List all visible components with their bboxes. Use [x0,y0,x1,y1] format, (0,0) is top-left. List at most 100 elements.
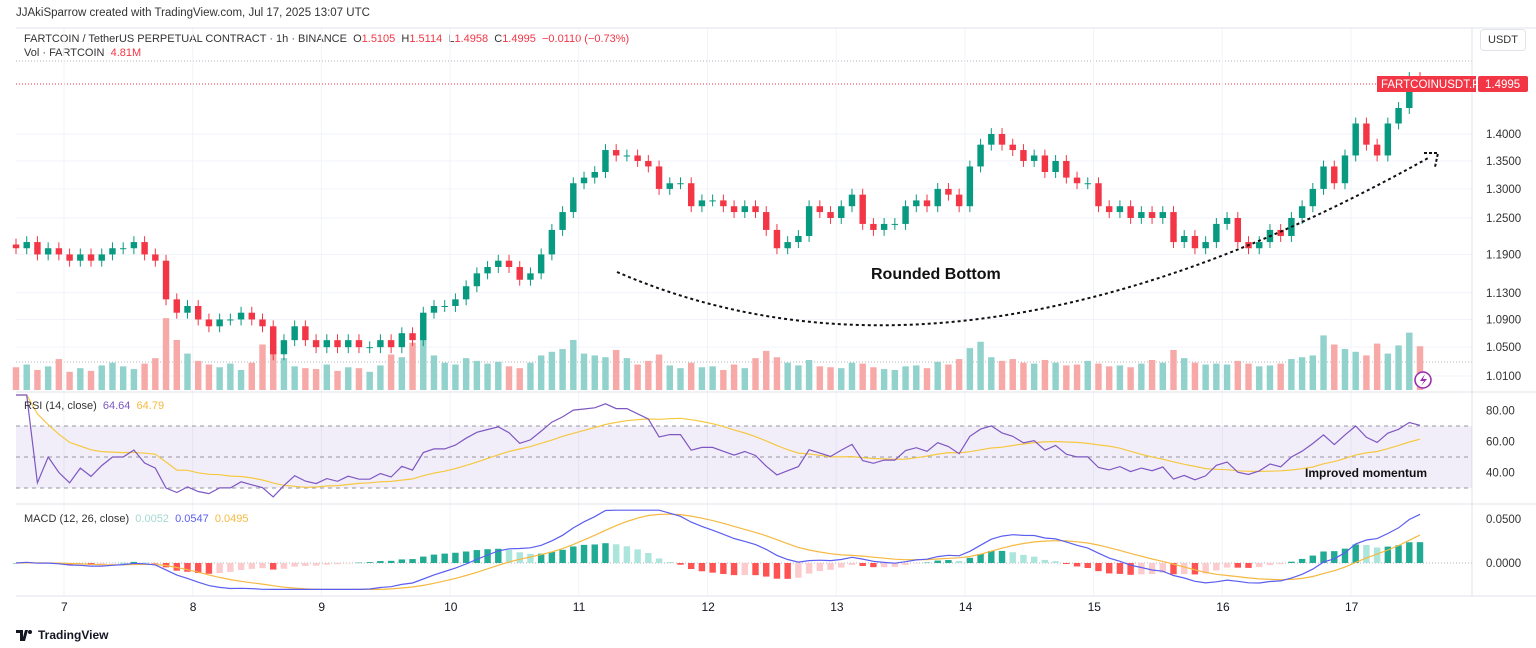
candle-body [795,235,802,243]
macd-histogram-bar [570,546,577,563]
macd-histogram-bar [259,563,266,569]
candle-body [634,155,641,161]
time-tick-label: 11 [573,600,586,614]
symbol-title[interactable]: FARTCOIN / TetherUS PERPETUAL CONTRACT ·… [24,33,347,45]
macd-histogram-bar [891,563,899,567]
macd-histogram-bar [484,549,491,563]
candle-body [591,172,598,178]
volume-bar [838,368,845,390]
macd-histogram-bar [312,563,320,566]
macd-histogram-bar [1384,546,1392,563]
candle-body [505,260,513,267]
macd-histogram-bar [205,563,213,574]
macd-histogram-bar [1202,563,1209,574]
tradingview-logo[interactable]: TradingView [16,628,108,642]
candle-body [312,340,320,348]
candle-body [270,326,277,355]
candle-body [1030,155,1038,161]
candle-body [23,242,30,249]
candle-body [77,254,84,261]
macd-histogram-bar [462,551,470,563]
macd-histogram-bar [612,544,620,563]
macd-histogram-bar [548,551,556,563]
volume-bar [1395,345,1402,390]
candle-body [1063,160,1070,178]
volume-bar [1116,365,1124,390]
volume-bar [784,362,791,390]
macd-histogram-bar [827,563,834,570]
candle-body [237,312,245,320]
time-tick-label: 12 [702,600,716,614]
volume-bar [1202,364,1209,390]
candle-body [119,248,127,250]
macd-pane: 0.0500 0.0000 [12,509,1521,591]
macd-histogram-bar [805,563,813,574]
candle-body [1320,166,1327,189]
macd-histogram-bar [623,546,631,563]
macd-histogram-bar [934,560,941,563]
rsi-title[interactable]: RSI (14, close) [24,400,97,412]
candle-body [923,200,931,207]
macd-histogram-bar [1180,563,1188,575]
time-tick-label: 14 [959,600,973,614]
currency-button[interactable]: USDT [1480,29,1526,51]
candle-body [1020,150,1027,161]
candle-body [730,206,738,213]
candle-body [655,166,663,189]
candle-body [945,188,952,195]
chart-credit: JJAkiSparrow created with TradingView.co… [16,7,370,19]
volume-bar [184,353,191,390]
volume-bar [880,369,888,390]
macd-histogram-bar [1234,563,1242,568]
macd-title[interactable]: MACD (12, 26, close) [24,513,130,525]
candle-body [784,242,791,249]
macd-histogram-bar [1395,545,1402,563]
volume-bar [280,358,288,390]
candle-body [752,206,759,213]
volume-bar [291,366,298,390]
lightning-icon[interactable] [1414,371,1432,389]
candle-body [1159,212,1166,218]
macd-histogram-bar [1363,545,1370,563]
candle-body [1234,217,1242,243]
volume-bar [1256,366,1263,390]
macd-histogram-bar [988,550,995,563]
candle-body [677,183,684,185]
macd-histogram-bar [355,562,363,564]
low-label: L [448,33,455,45]
volume-bar [1105,366,1113,390]
macd-histogram-bar [591,544,598,563]
candle-body [913,200,920,207]
volume-bar [570,339,577,390]
volume-bar [773,357,781,390]
macd-histogram-bar [902,563,909,566]
macd-histogram-bar [152,563,159,564]
candle-body [1395,107,1402,124]
volume-bar [945,364,952,390]
candle-body [1116,206,1124,213]
volume-bar [1095,363,1102,390]
volume-bar [677,368,684,390]
candle-body [227,319,234,321]
volume-bar [1320,335,1327,390]
macd-histogram-bar [420,556,427,563]
volume-bar [816,366,824,390]
rsi-ma-value: 64.79 [136,400,165,412]
volume-bar [1234,360,1242,390]
macd-histogram-bar [270,563,277,570]
macd-histogram-bar [666,562,673,563]
candle-body [548,229,556,255]
volume-bar [1341,349,1349,390]
macd-histogram-bar [173,563,180,571]
macd-histogram-bar [1148,563,1156,575]
volume-bar [966,348,974,390]
volume-bar [55,359,63,390]
candle-body [934,188,941,207]
candle-body [687,183,695,207]
macd-tick-label: 0.0500 [1486,514,1521,526]
volume-bar [848,362,856,390]
candle-body [55,248,63,255]
volume-bar [205,364,213,390]
volume-bar [1213,363,1220,390]
